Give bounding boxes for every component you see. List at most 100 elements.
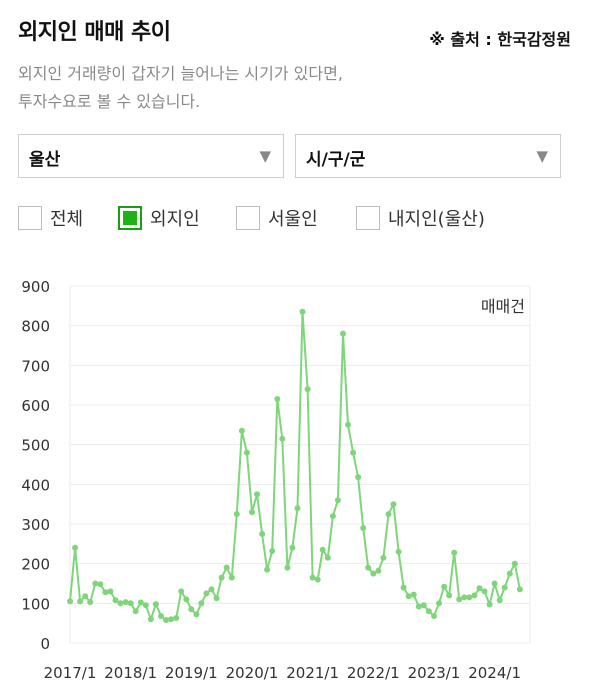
data-point [340, 330, 346, 337]
data-point [142, 602, 149, 609]
description: 외지인 거래량이 갑자기 늘어나는 시기가 있다면, 투자수요로 볼 수 있습니… [18, 60, 558, 116]
data-point [334, 497, 341, 504]
data-point [486, 601, 493, 608]
data-point [77, 598, 84, 605]
data-point [92, 580, 99, 587]
x-tick-label: 2021/1 [286, 664, 339, 682]
y-tick-label: 500 [21, 437, 50, 455]
data-point [501, 584, 508, 591]
data-point [158, 613, 164, 619]
district-select[interactable]: 시/구/군 ▼ [295, 134, 561, 178]
x-tick-label: 2020/1 [226, 664, 279, 682]
description-line-1: 외지인 거래량이 갑자기 늘어나는 시기가 있다면, [18, 64, 343, 83]
chevron-down-icon: ▼ [536, 147, 548, 165]
data-point [198, 600, 205, 607]
checkbox-box[interactable] [18, 206, 42, 230]
data-point [380, 554, 387, 561]
data-point [152, 601, 159, 608]
data-point [259, 530, 266, 537]
data-point [218, 574, 225, 581]
region-select[interactable]: 울산 ▼ [18, 134, 284, 178]
data-point [370, 570, 377, 577]
data-point [299, 308, 306, 315]
page-title: 외지인 매매 추이 [18, 20, 171, 45]
x-tick-label: 2023/1 [408, 664, 461, 682]
data-point [365, 564, 372, 571]
checkbox-box-checked[interactable] [118, 206, 142, 230]
data-point [420, 602, 427, 609]
data-point [163, 617, 169, 623]
data-point [355, 474, 362, 481]
data-point [254, 491, 260, 498]
data-point [314, 576, 321, 583]
data-point [516, 586, 523, 593]
y-tick-label: 700 [21, 357, 50, 375]
data-point [345, 421, 351, 428]
unit-label: 매매건 [481, 297, 525, 316]
x-tick-label: 2024/1 [468, 664, 521, 682]
y-tick-label: 900 [21, 278, 50, 296]
series-line-path [69, 310, 521, 621]
data-point [284, 564, 291, 571]
checkbox-box[interactable] [236, 206, 260, 230]
data-point [294, 505, 301, 512]
data-point [375, 567, 382, 574]
checkbox-label: 서울인 [268, 209, 318, 230]
data-point [132, 608, 139, 615]
data-point [269, 548, 276, 554]
checkbox-label: 전체 [50, 209, 84, 230]
data-point [243, 449, 250, 456]
region-select-value: 울산 [29, 150, 61, 170]
data-point [360, 525, 367, 531]
data-point [476, 585, 483, 592]
district-select-value: 시/구/군 [306, 150, 366, 170]
data-point [238, 427, 245, 434]
data-point [122, 599, 129, 606]
data-point [264, 566, 271, 573]
line-chart: 0 100 200 300 400 500 600 700 800 900 2017/1 2018/… [21, 278, 531, 682]
data-point [410, 591, 417, 598]
data-point [233, 511, 240, 518]
y-tick-label: 800 [21, 318, 50, 336]
data-point [208, 586, 215, 593]
data-point [127, 600, 134, 607]
data-point [461, 594, 468, 601]
data-point [82, 593, 89, 600]
data-point [511, 560, 518, 567]
checkbox-box[interactable] [356, 206, 380, 230]
data-point [405, 593, 412, 600]
data-point [385, 511, 392, 518]
x-tick-label: 2022/1 [347, 664, 400, 682]
x-tick-label: 2018/1 [104, 664, 157, 682]
data-point [223, 564, 230, 571]
data-point [228, 574, 235, 581]
checkbox-fill [123, 211, 137, 225]
data-point [425, 608, 432, 615]
y-tick-label: 600 [21, 397, 50, 415]
data-point [390, 501, 397, 508]
data-point [188, 606, 195, 613]
y-tick-label: 400 [21, 476, 50, 494]
data-point [107, 588, 114, 595]
data-point [456, 596, 463, 603]
data-point [415, 603, 422, 610]
data-point [203, 590, 210, 597]
data-point [491, 580, 498, 587]
data-point [496, 597, 503, 604]
data-point [178, 588, 185, 595]
x-tick-label: 2019/1 [165, 664, 218, 682]
data-point [147, 616, 154, 623]
data-point [431, 613, 437, 619]
data-point [350, 449, 357, 456]
data-point [451, 549, 458, 556]
data-point [441, 583, 448, 590]
data-point [304, 386, 311, 393]
y-axis-ticks: 0 100 200 300 400 500 600 700 800 900 [21, 278, 50, 653]
data-point [395, 548, 402, 555]
data-point [274, 396, 281, 402]
data-point [72, 544, 79, 551]
data-point [97, 581, 104, 588]
y-tick-label: 100 [21, 595, 50, 613]
x-axis-ticks: 2017/1 2018/1 2019/1 2020/1 2021/1 2022/1 2023… [44, 664, 521, 682]
source-note: ※ 출처 : 한국감정원 [429, 30, 571, 49]
